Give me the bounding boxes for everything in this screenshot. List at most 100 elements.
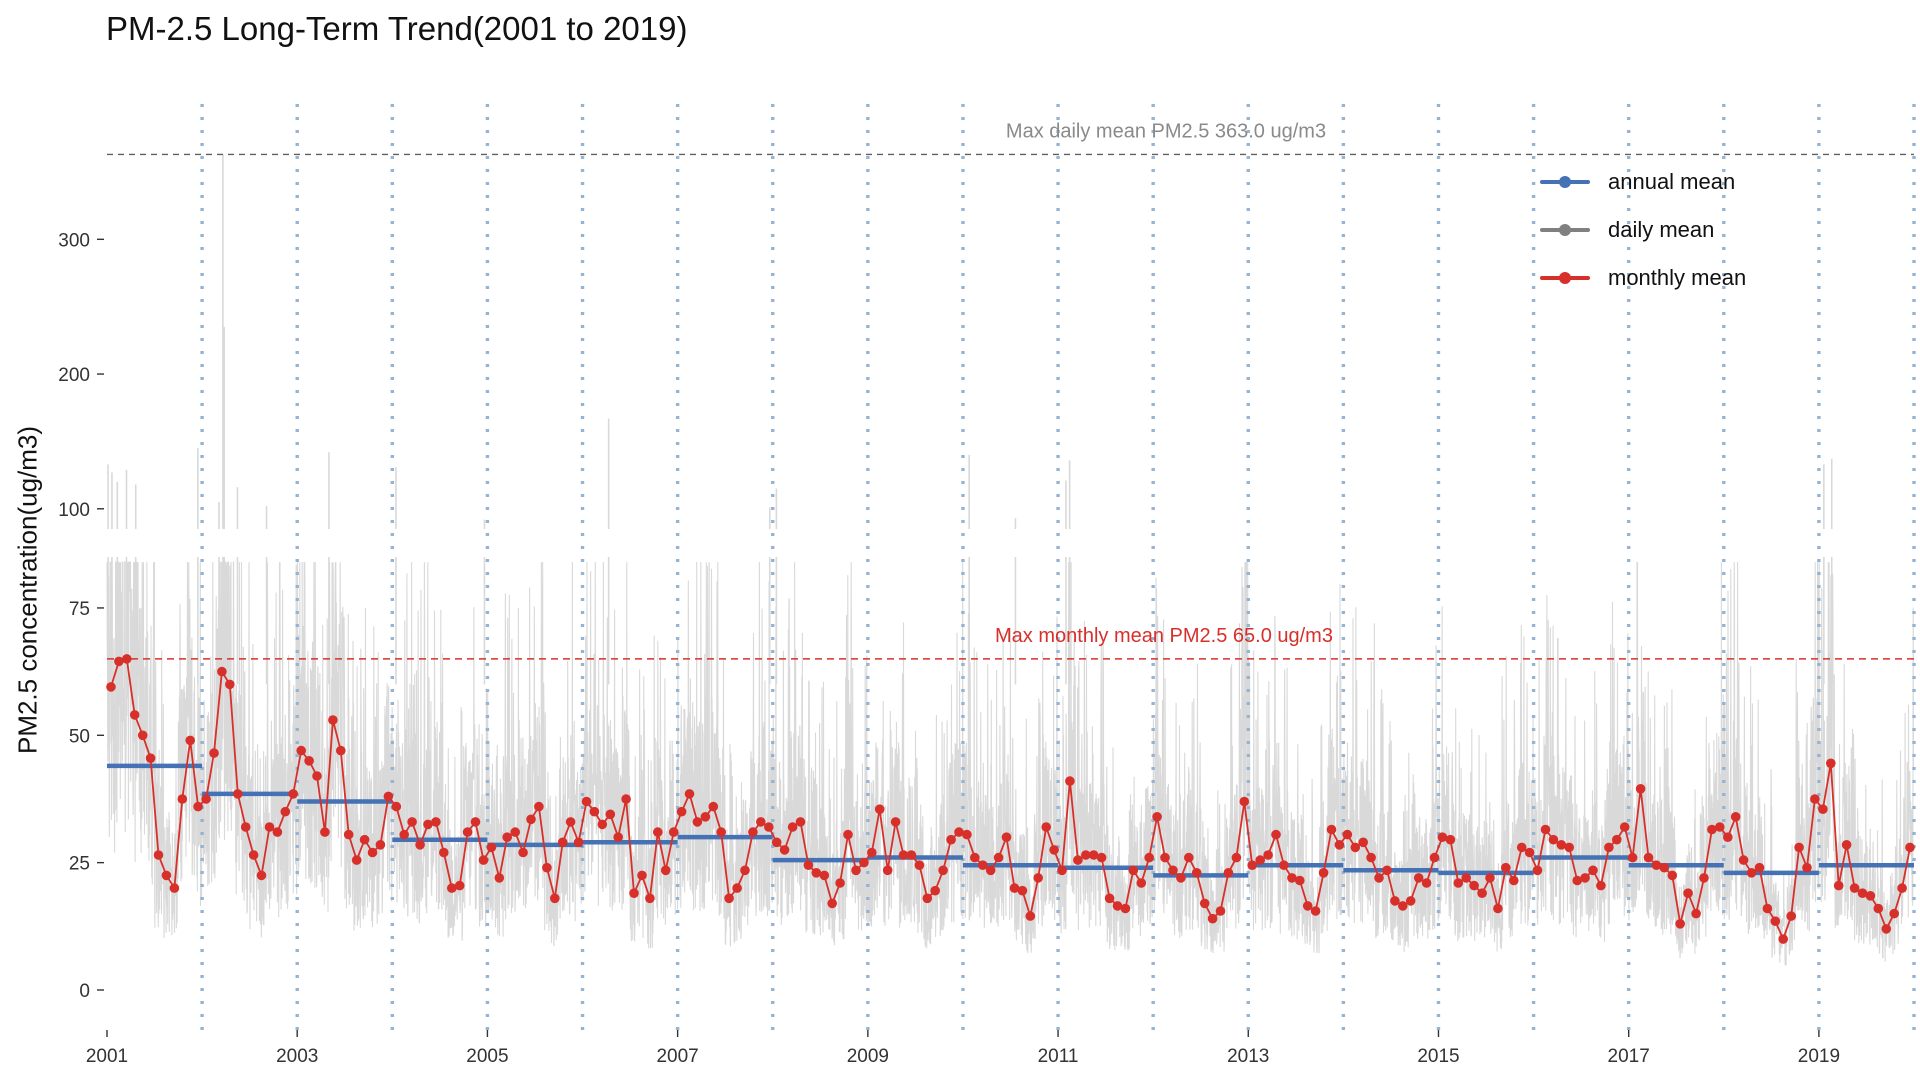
monthly-point-208 [1754, 862, 1765, 873]
monthly-point-69 [653, 827, 663, 837]
monthly-point-85 [779, 845, 790, 855]
monthly-point-64 [613, 832, 623, 842]
monthly-point-27 [320, 827, 330, 837]
y-tick-label-75: 75 [69, 599, 90, 620]
monthly-point-42 [439, 847, 449, 858]
monthly-point-2 [122, 654, 132, 664]
monthly-point-21 [272, 827, 283, 837]
chart-title: PM-2.5 Long-Term Trend(2001 to 2019) [106, 10, 688, 47]
monthly-point-156 [1342, 829, 1353, 840]
monthly-point-155 [1334, 840, 1345, 850]
monthly-point-131 [1144, 852, 1154, 863]
monthly-point-9 [177, 794, 188, 804]
monthly-point-183 [1556, 840, 1567, 850]
monthly-point-109 [970, 852, 980, 863]
monthly-point-12 [201, 794, 211, 804]
legend: annual mean daily mean monthly mean [1536, 158, 1746, 302]
monthly-point-117 [1033, 873, 1043, 883]
monthly-point-18 [248, 850, 259, 860]
monthly-point-111 [985, 865, 996, 876]
y-tick-label-100: 100 [58, 500, 90, 521]
monthly-point-167 [1429, 852, 1440, 863]
monthly-point-48 [486, 842, 497, 853]
y-tick-label-25: 25 [69, 854, 90, 875]
monthly-point-130 [1136, 878, 1147, 888]
legend-dot-annual [1559, 176, 1571, 188]
monthly-point-14 [217, 666, 227, 677]
monthly-point-77 [716, 827, 726, 837]
monthly-point-15 [225, 679, 235, 690]
monthly-point-118 [1041, 822, 1051, 832]
monthly-point-198 [1675, 919, 1685, 929]
monthly-point-134 [1168, 865, 1178, 876]
monthly-point-65 [621, 794, 631, 804]
monthly-point-106 [946, 834, 956, 845]
monthly-point-91 [827, 898, 837, 909]
monthly-point-116 [1025, 911, 1036, 921]
monthly-point-97 [874, 804, 885, 814]
monthly-point-154 [1326, 824, 1337, 835]
monthly-point-158 [1358, 837, 1368, 848]
x-tick-label-2001: 2001 [86, 1046, 128, 1067]
monthly-point-68 [645, 893, 655, 904]
monthly-point-132 [1152, 812, 1162, 822]
x-tick-label-2017: 2017 [1608, 1046, 1650, 1067]
monthly-point-34 [375, 840, 386, 850]
monthly-point-20 [264, 822, 275, 832]
monthly-point-45 [462, 827, 473, 837]
monthly-point-119 [1049, 845, 1059, 855]
monthly-point-124 [1088, 850, 1099, 860]
monthly-point-80 [740, 865, 750, 876]
monthly-point-169 [1445, 834, 1456, 845]
legend-label-monthly: monthly mean [1608, 265, 1747, 290]
monthly-point-211 [1778, 934, 1788, 944]
monthly-point-193 [1635, 784, 1646, 794]
monthly-point-225 [1889, 908, 1899, 919]
monthly-point-140 [1215, 906, 1226, 916]
monthly-point-63 [605, 809, 616, 820]
monthly-point-188 [1596, 880, 1606, 891]
monthly-point-206 [1738, 855, 1749, 865]
monthly-point-144 [1247, 860, 1257, 870]
monthly-point-145 [1255, 855, 1265, 865]
monthly-point-149 [1287, 873, 1297, 883]
monthly-point-16 [233, 789, 243, 799]
monthly-point-179 [1524, 847, 1535, 858]
legend-dot-daily [1559, 224, 1571, 236]
monthly-point-180 [1532, 865, 1543, 876]
monthly-point-197 [1667, 870, 1678, 881]
monthly-point-22 [280, 806, 291, 817]
monthly-point-194 [1643, 852, 1654, 863]
monthly-point-174 [1485, 873, 1495, 883]
monthly-point-60 [581, 796, 592, 807]
monthly-point-24 [296, 745, 307, 756]
monthly-point-79 [732, 883, 742, 893]
monthly-point-224 [1881, 924, 1892, 934]
monthly-point-44 [454, 880, 465, 891]
monthly-point-103 [922, 893, 933, 904]
monthly-point-146 [1263, 850, 1273, 860]
monthly-point-196 [1659, 862, 1670, 873]
monthly-point-70 [660, 865, 671, 876]
monthly-point-67 [637, 870, 647, 881]
monthly-point-94 [851, 865, 861, 876]
monthly-point-10 [185, 735, 195, 746]
monthly-point-133 [1160, 852, 1170, 863]
legend-dot-monthly [1559, 272, 1571, 284]
monthly-point-46 [470, 817, 481, 827]
monthly-point-220 [1849, 883, 1860, 893]
monthly-point-215 [1810, 794, 1820, 804]
monthly-point-25 [304, 756, 314, 766]
axes: 0 25 50 75 100 200 300 2001 2003 2005 2007 2009 2011… [58, 230, 1840, 1067]
monthly-point-93 [843, 829, 853, 840]
monthly-point-90 [819, 870, 830, 881]
monthly-point-29 [336, 745, 346, 756]
monthly-point-173 [1477, 888, 1487, 898]
monthly-point-4 [137, 730, 148, 741]
monthly-point-203 [1715, 822, 1725, 832]
monthly-point-88 [803, 860, 814, 870]
monthly-point-99 [890, 817, 901, 827]
reference-lines: Max daily mean PM2.5 363.0 ug/m3 Max mont… [107, 120, 1914, 660]
monthly-point-178 [1516, 842, 1527, 853]
monthly-point-107 [954, 827, 964, 837]
